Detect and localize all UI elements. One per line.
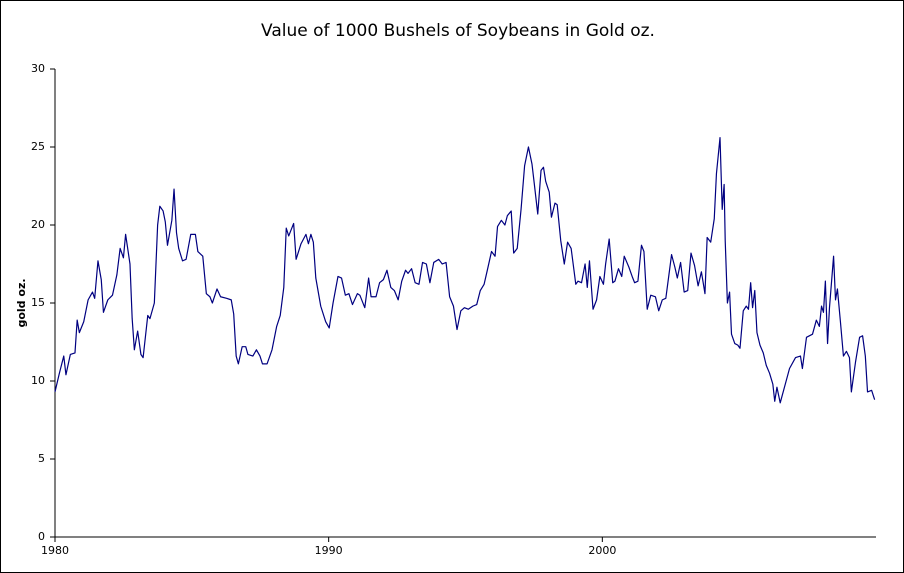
x-tick-label: 2000 [588,544,616,557]
y-tick-label: 10 [31,374,45,387]
y-axis-label: gold oz. [15,278,28,327]
y-tick-label: 20 [31,218,45,231]
x-tick-label: 1990 [315,544,343,557]
y-tick-label: 25 [31,140,45,153]
y-tick-label: 30 [31,62,45,75]
y-tick-label: 15 [31,296,45,309]
x-tick-label: 1980 [41,544,69,557]
y-tick-label: 5 [38,452,45,465]
data-line [54,137,876,404]
chart-title: Value of 1000 Bushels of Soybeans in Gol… [261,21,655,41]
y-tick-label: 0 [38,530,45,543]
